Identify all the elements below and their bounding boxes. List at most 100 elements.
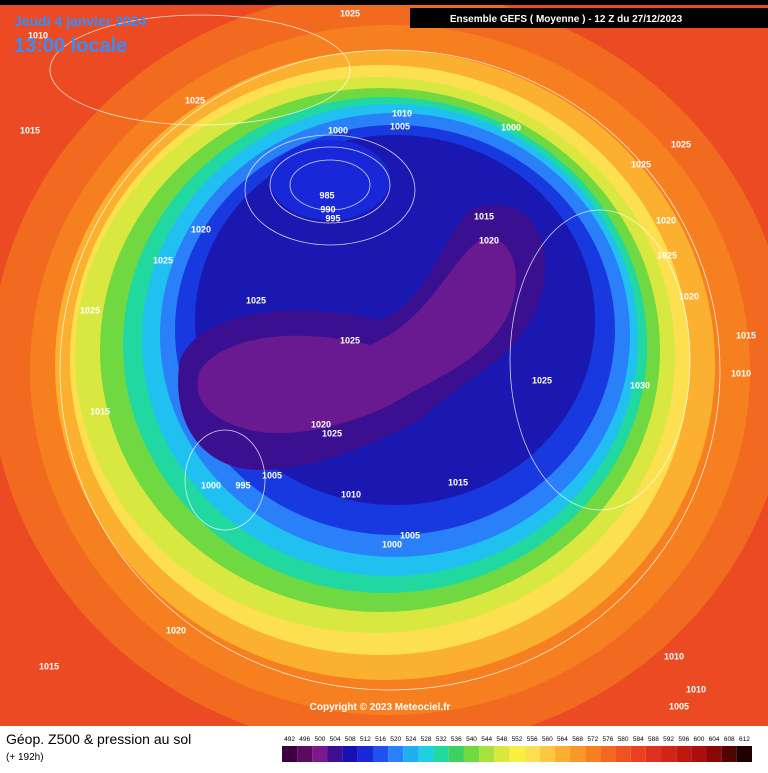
- color-scale: 492 496 500 504 508 512 516 520 524 528 532 536 540 5…: [282, 736, 752, 762]
- scale-swatch: [585, 746, 601, 762]
- isobar-label: 1000: [501, 122, 521, 132]
- scale-swatch: [615, 746, 631, 762]
- contour: [270, 140, 390, 220]
- isobar-label: 1025: [322, 428, 342, 438]
- isobar-label: 990: [320, 204, 335, 214]
- isobar-label: 1010: [686, 684, 706, 694]
- top-bar: [0, 0, 768, 5]
- scale-swatch: [448, 746, 464, 762]
- scale-swatch: [600, 746, 616, 762]
- isobar-label: 1030: [630, 380, 650, 390]
- isobar-label: 1015: [20, 125, 40, 135]
- isobar-label: 1015: [39, 661, 59, 671]
- isobar-label: 1005: [390, 121, 410, 131]
- isobar: [184, 429, 266, 531]
- scale-swatch: [570, 746, 586, 762]
- scale-swatch: [645, 746, 662, 762]
- footer-lead: (+ 192h): [6, 752, 44, 763]
- contour: [197, 238, 516, 434]
- isobar-label: 1020: [166, 625, 186, 635]
- isobar-label: 1000: [382, 539, 402, 549]
- isobar-label: 1025: [340, 8, 360, 18]
- isobar-label: 1005: [669, 701, 689, 711]
- scale-label: 584: [633, 736, 644, 743]
- scale-swatch: [479, 746, 495, 762]
- scale-swatch: [494, 746, 510, 762]
- isobar-label: 1020: [479, 235, 499, 245]
- scale-swatch: [554, 746, 571, 762]
- scale-label: 532: [436, 736, 447, 743]
- isobar-label: 1025: [532, 375, 552, 385]
- scale-swatch: [721, 746, 737, 762]
- scale-label: 520: [390, 736, 401, 743]
- isobar-label: 1025: [631, 159, 651, 169]
- scale-swatch: [418, 746, 434, 762]
- isobar-label: 995: [325, 213, 340, 223]
- scale-swatch: [706, 746, 722, 762]
- scale-label: 516: [375, 736, 386, 743]
- scale-swatch: [524, 746, 540, 762]
- local-time: 13:00 locale: [14, 35, 127, 57]
- height-field: [0, 0, 768, 750]
- isobar-label: 1025: [153, 255, 173, 265]
- isobar-label: 1010: [28, 30, 48, 40]
- scale-swatch: [327, 746, 343, 762]
- scale-swatch: [736, 746, 752, 762]
- scale-label: 504: [330, 736, 341, 743]
- copyright: Copyright © 2023 Meteociel.fr: [310, 702, 451, 713]
- scale-swatch: [676, 746, 692, 762]
- scale-label: 580: [618, 736, 629, 743]
- isobar-label: 1020: [311, 419, 331, 429]
- isobar-label: 1025: [80, 305, 100, 315]
- scale-swatch: [357, 746, 373, 762]
- scale-label: 556: [527, 736, 538, 743]
- isobar: [49, 14, 351, 126]
- isobar-label: 1010: [731, 368, 751, 378]
- isobar-label: 1005: [262, 470, 282, 480]
- isobar-label: 1010: [392, 108, 412, 118]
- scale-swatch: [433, 746, 449, 762]
- isobar-label: 995: [235, 480, 250, 490]
- scale-swatch: [372, 746, 389, 762]
- isobar-label: 1025: [246, 295, 266, 305]
- isobar: [289, 159, 371, 211]
- scale-label: 548: [496, 736, 507, 743]
- scale-swatch: [539, 746, 555, 762]
- model-run: Ensemble GEFS ( Moyenne ) - 12 Z du 27/1…: [450, 14, 683, 25]
- model-box: [410, 8, 768, 28]
- scale-swatch: [509, 746, 525, 762]
- isobar-label: 1025: [671, 139, 691, 149]
- scale-swatch: [661, 746, 677, 762]
- scale-swatch: [463, 746, 480, 762]
- isobar-label: 1020: [656, 215, 676, 225]
- scale-label: 608: [724, 736, 735, 743]
- scale-label: 596: [678, 736, 689, 743]
- scale-label: 592: [663, 736, 674, 743]
- scale-label: 500: [314, 736, 325, 743]
- scale-label: 536: [451, 736, 462, 743]
- isobar-label: 985: [319, 190, 334, 200]
- date: Jeudi 4 janvier 2024: [14, 13, 147, 29]
- scale-swatch: [342, 746, 358, 762]
- scale-label: 540: [466, 736, 477, 743]
- scale-swatch: [312, 746, 328, 762]
- scale-label: 492: [284, 736, 295, 743]
- scale-label: 552: [512, 736, 523, 743]
- isobar-label: 1025: [340, 335, 360, 345]
- scale-label: 604: [709, 736, 720, 743]
- scale-label: 588: [648, 736, 659, 743]
- scale-swatch: [388, 746, 404, 762]
- isobar: [59, 49, 721, 691]
- scale-swatch: [403, 746, 419, 762]
- scale-label: 576: [603, 736, 614, 743]
- scale-swatch: [282, 746, 298, 762]
- scale-label: 568: [572, 736, 583, 743]
- scale-label: 512: [360, 736, 371, 743]
- isobar-labels: 1025 1010 1025 1015 1000 1010 1005 1000 1025 1025…: [20, 8, 756, 711]
- isobar-label: 1015: [90, 406, 110, 416]
- scale-label: 524: [405, 736, 416, 743]
- scale-label: 600: [694, 736, 705, 743]
- isobar-label: 1010: [664, 651, 684, 661]
